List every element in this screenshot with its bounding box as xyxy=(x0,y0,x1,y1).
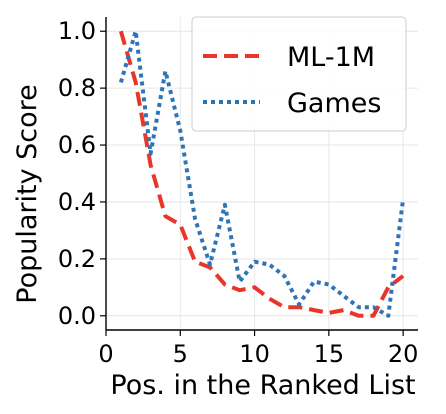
tick-labels: 0.0 0.2 0.4 0.6 0.8 1.0 0 5 10 15 20 xyxy=(58,17,419,368)
y-tick-label: 1.0 xyxy=(58,17,96,45)
x-tick-label: 15 xyxy=(314,340,345,368)
x-tick-label: 10 xyxy=(239,340,270,368)
x-axis-label: Pos. in the Ranked List xyxy=(110,370,415,401)
series-layer xyxy=(118,29,406,318)
y-tick-label: 0.0 xyxy=(58,302,96,330)
x-tick-label: 20 xyxy=(388,340,419,368)
x-tick-label: 5 xyxy=(173,340,188,368)
y-tick-label: 0.6 xyxy=(58,131,96,159)
legend-label-games: Games xyxy=(287,88,381,119)
y-tick-label: 0.2 xyxy=(58,245,96,273)
axes xyxy=(100,17,418,336)
y-tick-label: 0.4 xyxy=(58,188,96,216)
y-axis-label: Popularity Score xyxy=(12,84,43,304)
y-tick-label: 0.8 xyxy=(58,74,96,102)
legend: ML-1M Games xyxy=(191,16,407,132)
series-line-ml-1m xyxy=(118,30,405,318)
legend-label-ml-1m: ML-1M xyxy=(287,42,375,73)
x-tick-label: 0 xyxy=(98,340,113,368)
